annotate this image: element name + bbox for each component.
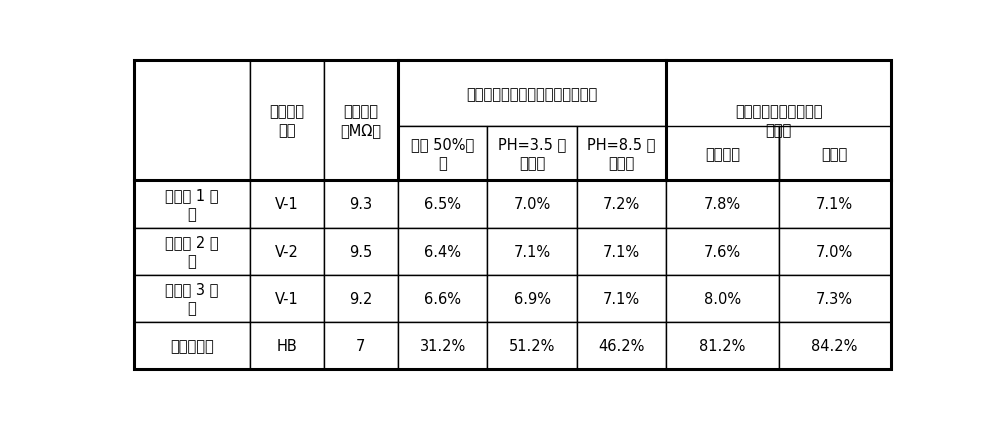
Bar: [250, 275, 324, 322]
Text: 7.0%: 7.0%: [816, 244, 853, 259]
Bar: [577, 181, 666, 228]
Bar: [487, 127, 577, 181]
Text: 防火阻燃
级别: 防火阻燃 级别: [269, 104, 304, 138]
Text: 黑曲霉: 黑曲霉: [821, 147, 848, 161]
Bar: [577, 228, 666, 275]
Text: 7.1%: 7.1%: [603, 291, 640, 306]
Bar: [250, 322, 324, 369]
Text: 7.0%: 7.0%: [514, 197, 551, 212]
Text: 6.6%: 6.6%: [424, 291, 461, 306]
Bar: [577, 322, 666, 369]
Text: 31.2%: 31.2%: [420, 338, 466, 353]
Bar: [324, 228, 398, 275]
Text: 7.6%: 7.6%: [704, 244, 741, 259]
Text: 7.1%: 7.1%: [816, 197, 853, 212]
Text: 7.1%: 7.1%: [603, 244, 640, 259]
Bar: [324, 61, 398, 181]
Bar: [398, 275, 487, 322]
Text: V-1: V-1: [275, 291, 299, 306]
Bar: [250, 181, 324, 228]
Bar: [487, 275, 577, 322]
Text: 实施例 3 产
品: 实施例 3 产 品: [165, 282, 219, 315]
Bar: [666, 127, 779, 181]
Bar: [487, 181, 577, 228]
Bar: [666, 181, 779, 228]
Text: V-1: V-1: [275, 197, 299, 212]
Text: 7.8%: 7.8%: [704, 197, 741, 212]
Text: 绝缘电阻
（MΩ）: 绝缘电阻 （MΩ）: [340, 104, 381, 138]
Bar: [487, 322, 577, 369]
Bar: [779, 127, 891, 181]
Bar: [779, 322, 891, 369]
Bar: [398, 322, 487, 369]
Bar: [134, 228, 250, 275]
Text: 6.9%: 6.9%: [514, 291, 551, 306]
Text: 46.2%: 46.2%: [598, 338, 645, 353]
Bar: [577, 127, 666, 181]
Text: PH=3.5 酸
性环境: PH=3.5 酸 性环境: [498, 137, 566, 171]
Text: 7.1%: 7.1%: [514, 244, 551, 259]
Bar: [134, 181, 250, 228]
Bar: [324, 275, 398, 322]
Bar: [250, 228, 324, 275]
Bar: [666, 275, 779, 322]
Text: 6.4%: 6.4%: [424, 244, 461, 259]
Bar: [487, 228, 577, 275]
Bar: [398, 181, 487, 228]
Text: 7: 7: [356, 338, 366, 353]
Text: 7.3%: 7.3%: [816, 291, 853, 306]
Text: 81.2%: 81.2%: [699, 338, 746, 353]
Text: PH=8.5 碱
性环境: PH=8.5 碱 性环境: [587, 137, 656, 171]
Bar: [779, 275, 891, 322]
Text: 9.2: 9.2: [349, 291, 373, 306]
Bar: [250, 61, 324, 181]
Bar: [398, 127, 487, 181]
Text: 9.3: 9.3: [349, 197, 372, 212]
Bar: [134, 275, 250, 322]
Bar: [398, 61, 666, 127]
Bar: [779, 228, 891, 275]
Bar: [324, 322, 398, 369]
Text: 不同情况下腐蚀率（百分含量计）: 不同情况下腐蚀率（百分含量计）: [467, 86, 598, 101]
Text: 某市售产品: 某市售产品: [170, 338, 214, 353]
Text: HB: HB: [276, 338, 297, 353]
Bar: [666, 61, 891, 181]
Text: 8.0%: 8.0%: [704, 291, 741, 306]
Text: 湿度 50%环
境: 湿度 50%环 境: [411, 137, 474, 171]
Text: 6.5%: 6.5%: [424, 197, 461, 212]
Bar: [666, 228, 779, 275]
Bar: [779, 181, 891, 228]
Text: 9.5: 9.5: [349, 244, 373, 259]
Text: 霉菌存活情况（百分含
量计）: 霉菌存活情况（百分含 量计）: [735, 104, 822, 138]
Bar: [398, 228, 487, 275]
Text: 大肠杆菌: 大肠杆菌: [705, 147, 740, 161]
Bar: [666, 322, 779, 369]
Text: V-2: V-2: [275, 244, 299, 259]
Text: 实施例 2 产
品: 实施例 2 产 品: [165, 235, 219, 268]
Bar: [134, 61, 250, 181]
Bar: [324, 181, 398, 228]
Text: 84.2%: 84.2%: [811, 338, 858, 353]
Bar: [134, 322, 250, 369]
Text: 实施例 1 产
品: 实施例 1 产 品: [165, 188, 219, 221]
Text: 51.2%: 51.2%: [509, 338, 555, 353]
Text: 7.2%: 7.2%: [603, 197, 640, 212]
Bar: [577, 275, 666, 322]
